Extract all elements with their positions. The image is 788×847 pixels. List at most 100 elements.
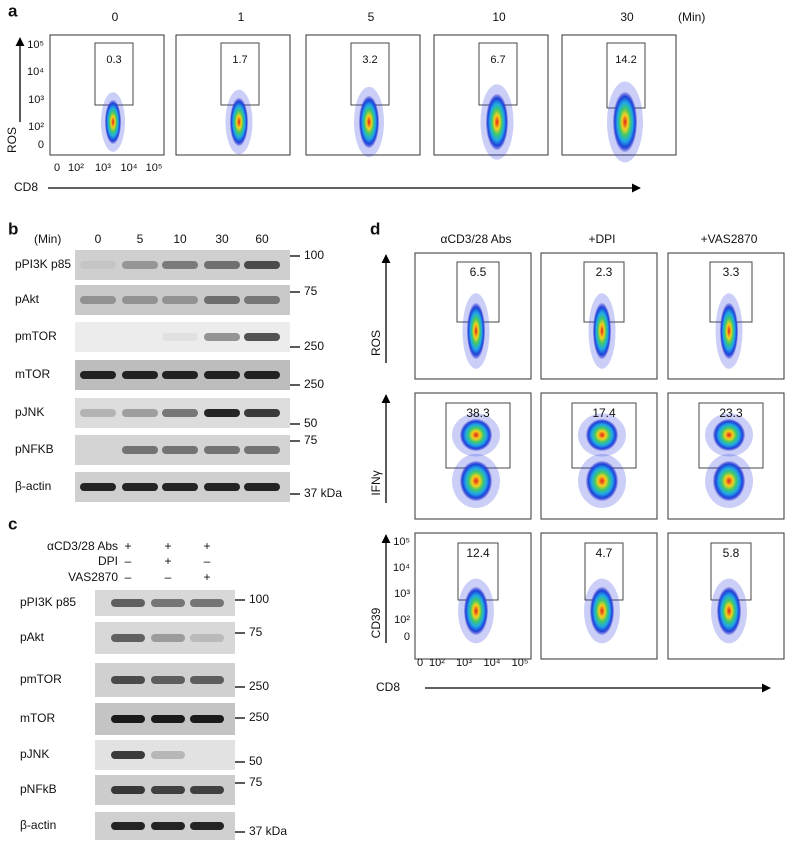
y-axis-title: ROS <box>369 330 383 356</box>
marker-label: 75 <box>304 284 318 298</box>
panel-label: d <box>370 219 380 238</box>
band <box>80 483 116 491</box>
time-label: 30 <box>620 10 634 24</box>
band <box>151 751 185 759</box>
plot-frame <box>540 532 658 660</box>
gate-value: 23.3 <box>719 406 743 420</box>
x-tick-label: 10⁵ <box>146 162 163 174</box>
band <box>244 409 280 417</box>
marker-label: 250 <box>304 339 324 353</box>
density <box>590 587 614 635</box>
band <box>244 333 280 341</box>
band <box>80 409 116 417</box>
band <box>244 296 280 304</box>
x-axis-title: CD8 <box>376 680 400 694</box>
time-label: 60 <box>255 232 269 246</box>
condition-sign: + <box>203 570 210 584</box>
band <box>204 261 240 269</box>
gate-value: 3.3 <box>723 265 740 279</box>
band <box>162 333 198 341</box>
time-label: 30 <box>215 232 229 246</box>
y-axis-title: CD39 <box>369 607 383 638</box>
density <box>359 96 379 148</box>
density <box>713 419 745 451</box>
condition-sign: – <box>165 570 172 584</box>
density <box>486 94 508 150</box>
band <box>122 296 158 304</box>
condition-sign: – <box>125 554 132 568</box>
band <box>122 446 158 454</box>
density <box>593 303 611 359</box>
band <box>244 483 280 491</box>
density <box>613 92 637 152</box>
plot-frame <box>49 34 165 156</box>
band <box>190 634 224 642</box>
marker-label: 37 kDa <box>249 824 287 838</box>
time-label: 1 <box>238 10 245 24</box>
gate-value: 0.3 <box>106 54 121 66</box>
plot-frame <box>433 34 549 156</box>
band <box>151 599 185 607</box>
band <box>80 371 116 379</box>
blot-strip <box>75 285 290 315</box>
column-label: αCD3/28 Abs <box>441 232 512 246</box>
blot-name: pmTOR <box>15 329 57 343</box>
plot-frame <box>667 392 785 520</box>
condition-name: αCD3/28 Abs <box>47 539 118 553</box>
band <box>80 261 116 269</box>
time-label: 5 <box>137 232 144 246</box>
condition-sign: + <box>124 539 131 553</box>
band <box>244 446 280 454</box>
gate-value: 6.7 <box>490 54 505 66</box>
condition-sign: + <box>203 539 210 553</box>
marker-label: 50 <box>249 754 263 768</box>
density <box>105 100 121 144</box>
y-tick-label: 10⁴ <box>27 66 44 78</box>
band <box>244 371 280 379</box>
column-label: +VAS2870 <box>701 232 758 246</box>
band <box>111 599 145 607</box>
gate-value: 38.3 <box>466 406 490 420</box>
band <box>162 483 198 491</box>
density <box>720 303 738 359</box>
band <box>111 751 145 759</box>
blot-name: pNFKB <box>15 442 54 456</box>
condition-name: VAS2870 <box>68 570 118 584</box>
y-tick-label: 10³ <box>28 94 44 106</box>
marker-label: 75 <box>249 625 263 639</box>
time-unit: (Min) <box>678 10 705 24</box>
marker-label: 100 <box>249 592 269 606</box>
y-tick-label: 10³ <box>394 588 410 600</box>
band <box>122 371 158 379</box>
marker-label: 250 <box>249 679 269 693</box>
plot-frame <box>414 532 532 660</box>
band <box>162 261 198 269</box>
time-label: 10 <box>173 232 187 246</box>
x-tick-label: 10⁴ <box>484 657 501 669</box>
band <box>151 676 185 684</box>
gate-value: 14.2 <box>615 54 636 66</box>
band <box>204 409 240 417</box>
x-tick-label: 0 <box>54 162 60 174</box>
density <box>460 419 492 451</box>
panel-label: a <box>8 1 18 20</box>
y-tick-label: 10⁵ <box>27 39 44 51</box>
band <box>244 261 280 269</box>
blot-name: pAkt <box>15 292 40 306</box>
blot-name: pAkt <box>20 630 45 644</box>
band <box>111 715 145 723</box>
time-unit: (Min) <box>34 232 61 246</box>
plot-frame <box>540 392 658 520</box>
band <box>190 676 224 684</box>
band <box>204 371 240 379</box>
column-label: +DPI <box>588 232 615 246</box>
band <box>162 371 198 379</box>
blot-name: β-actin <box>20 818 56 832</box>
x-tick-label: 10² <box>429 657 445 669</box>
band <box>204 446 240 454</box>
band <box>204 483 240 491</box>
marker-label: 75 <box>304 433 318 447</box>
band <box>122 409 158 417</box>
marker-label: 75 <box>249 775 263 789</box>
gate-value: 4.7 <box>596 546 613 560</box>
